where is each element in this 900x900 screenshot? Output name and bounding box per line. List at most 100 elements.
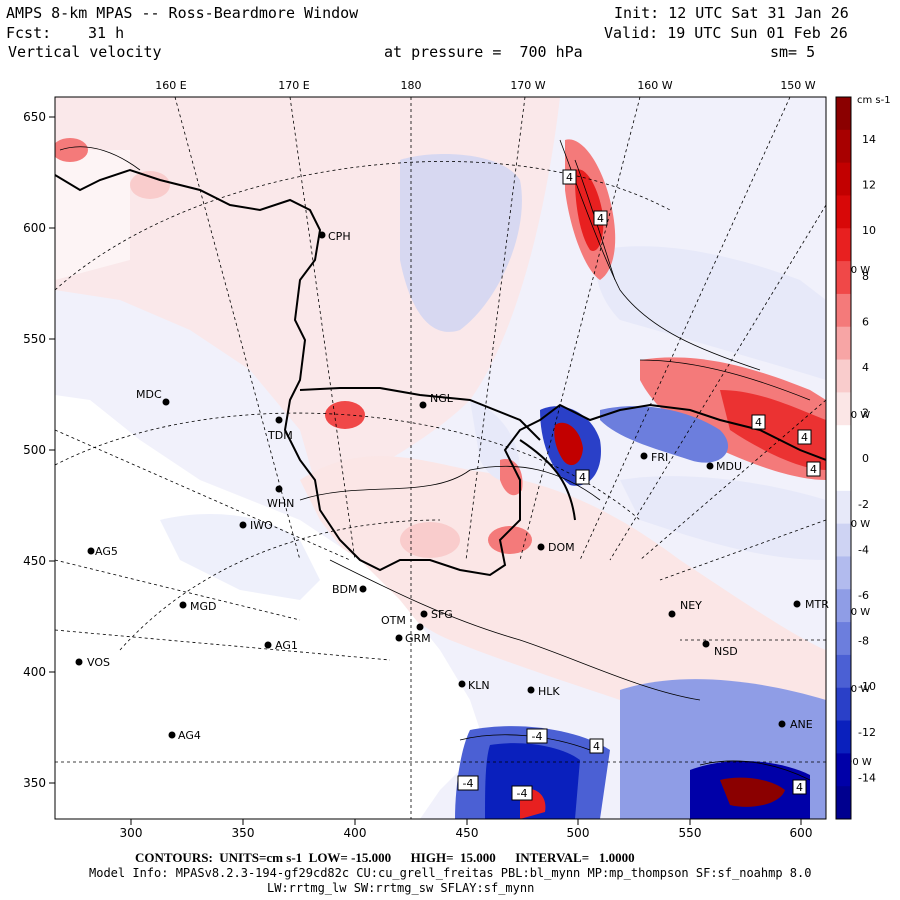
contour-label: 4 [575, 469, 590, 485]
station-marker[interactable]: TDM [267, 416, 293, 443]
longitude-label: 100 W [838, 684, 870, 695]
longitude-label: 150 W [780, 79, 815, 92]
colorbar-swatch [836, 786, 851, 820]
station-marker[interactable]: SFG [420, 608, 453, 621]
station-marker[interactable]: WHN [267, 485, 294, 511]
y-tick-label: 400 [23, 665, 46, 679]
x-tick-label: 450 [456, 826, 479, 840]
svg-text:AG5: AG5 [95, 545, 118, 558]
station-marker[interactable]: NSD [702, 640, 738, 659]
colorbar-swatch [836, 490, 851, 525]
station-marker[interactable]: NGL [419, 392, 454, 409]
y-tick-label: 550 [23, 332, 46, 346]
svg-text:4: 4 [796, 781, 803, 794]
svg-text:4: 4 [579, 471, 586, 484]
pressure-level: at pressure = 700 hPa [384, 43, 583, 61]
colorbar-swatch [836, 162, 851, 196]
colorbar-swatch [836, 195, 851, 229]
station-marker[interactable]: HLK [527, 685, 561, 698]
station-marker[interactable]: BDM [332, 583, 367, 596]
svg-text:OTM: OTM [381, 614, 406, 627]
contour-label: 4 [797, 429, 812, 445]
colorbar-swatch [836, 654, 851, 689]
station-marker[interactable]: GRM [395, 632, 431, 645]
x-tick-label: 600 [790, 826, 813, 840]
x-tick-label: 500 [567, 826, 590, 840]
colorbar-swatch [836, 392, 851, 426]
forecast-label: Fcst: [6, 24, 52, 42]
svg-text:FRI: FRI [651, 451, 668, 464]
svg-text:GRM: GRM [405, 632, 431, 645]
colorbar-label: -6 [858, 589, 869, 602]
station-marker[interactable]: MDU [706, 460, 743, 473]
station-marker[interactable]: MGD [179, 600, 217, 613]
svg-text:AG4: AG4 [178, 729, 201, 742]
longitude-label: 130 W [838, 410, 870, 421]
y-tick-label: 350 [23, 776, 46, 790]
longitude-label: 160 E [155, 79, 186, 92]
colorbar-swatch [836, 359, 851, 393]
colorbar-label: -2 [858, 498, 869, 511]
station-marker[interactable]: AG1 [264, 639, 298, 652]
colorbar-label: 14 [862, 133, 876, 146]
svg-text:4: 4 [597, 212, 604, 225]
colorbar-swatch [836, 129, 851, 164]
contour-label: -4 [511, 785, 533, 801]
svg-text:-4: -4 [532, 730, 543, 743]
colorbar-swatch [836, 326, 851, 361]
colorbar-label: 2 [862, 407, 869, 420]
colorbar-swatch [836, 556, 851, 590]
station-marker[interactable]: AG4 [168, 729, 201, 742]
station-marker[interactable]: FRI [640, 451, 669, 464]
model-info: Model Info: MPASv8.2.3-194-gf29cd82c CU:… [89, 866, 812, 880]
y-tick-label: 650 [23, 110, 46, 124]
colorbar-swatch [836, 228, 851, 262]
colorbar-label: 8 [862, 270, 869, 283]
station-marker[interactable]: VOS [75, 656, 110, 669]
station-marker[interactable]: IWO [239, 519, 274, 532]
map-frame [54, 96, 827, 820]
colorbar-label: -14 [858, 771, 876, 784]
colorbar-label: -12 [858, 726, 876, 739]
colorbar-label: 4 [862, 361, 869, 374]
svg-text:HLK: HLK [538, 685, 560, 698]
station-marker[interactable]: KLN [458, 679, 490, 692]
colorbar-swatch [836, 622, 851, 656]
x-tick-label: 400 [344, 826, 367, 840]
svg-text:4: 4 [801, 431, 808, 444]
svg-text:BDM: BDM [332, 583, 358, 596]
longitude-label: 120 W [838, 519, 870, 530]
station-marker[interactable]: NEY [668, 599, 703, 618]
station-marker[interactable]: OTM [381, 614, 424, 631]
svg-text:4: 4 [593, 740, 600, 753]
colorbar-label: 12 [862, 179, 876, 192]
station-marker[interactable]: MDC [136, 388, 170, 406]
svg-text:IWO: IWO [250, 519, 273, 532]
svg-text:MTR: MTR [805, 598, 829, 611]
colorbar-swatch [836, 687, 851, 722]
station-marker[interactable]: AG5 [87, 545, 118, 558]
x-tick-label: 350 [232, 826, 255, 840]
colorbar-swatch [836, 753, 851, 787]
svg-text:CPH: CPH [328, 230, 351, 243]
longitude-label: 90 W [846, 757, 872, 768]
svg-text:MGD: MGD [190, 600, 217, 613]
colorbar-swatch [836, 523, 851, 557]
longitude-label: 110 W [838, 607, 870, 618]
y-tick-label: 600 [23, 221, 46, 235]
colorbar-swatch [836, 97, 851, 131]
station-marker[interactable]: ANE [778, 718, 813, 731]
svg-text:-4: -4 [517, 787, 528, 800]
colorbar-swatch [836, 425, 851, 459]
station-marker[interactable]: CPH [318, 230, 351, 243]
svg-text:SFG: SFG [431, 608, 453, 621]
station-marker[interactable]: MTR [793, 598, 830, 611]
contour-label: 4 [806, 461, 821, 477]
colorbar-swatch [836, 720, 851, 754]
svg-text:MDC: MDC [136, 388, 162, 401]
station-marker[interactable]: DOM [537, 541, 575, 554]
colorbar-swatch [836, 458, 851, 492]
x-tick-label: 300 [120, 826, 143, 840]
colorbar-label: -4 [858, 543, 869, 556]
contour-label: 4 [589, 738, 604, 754]
